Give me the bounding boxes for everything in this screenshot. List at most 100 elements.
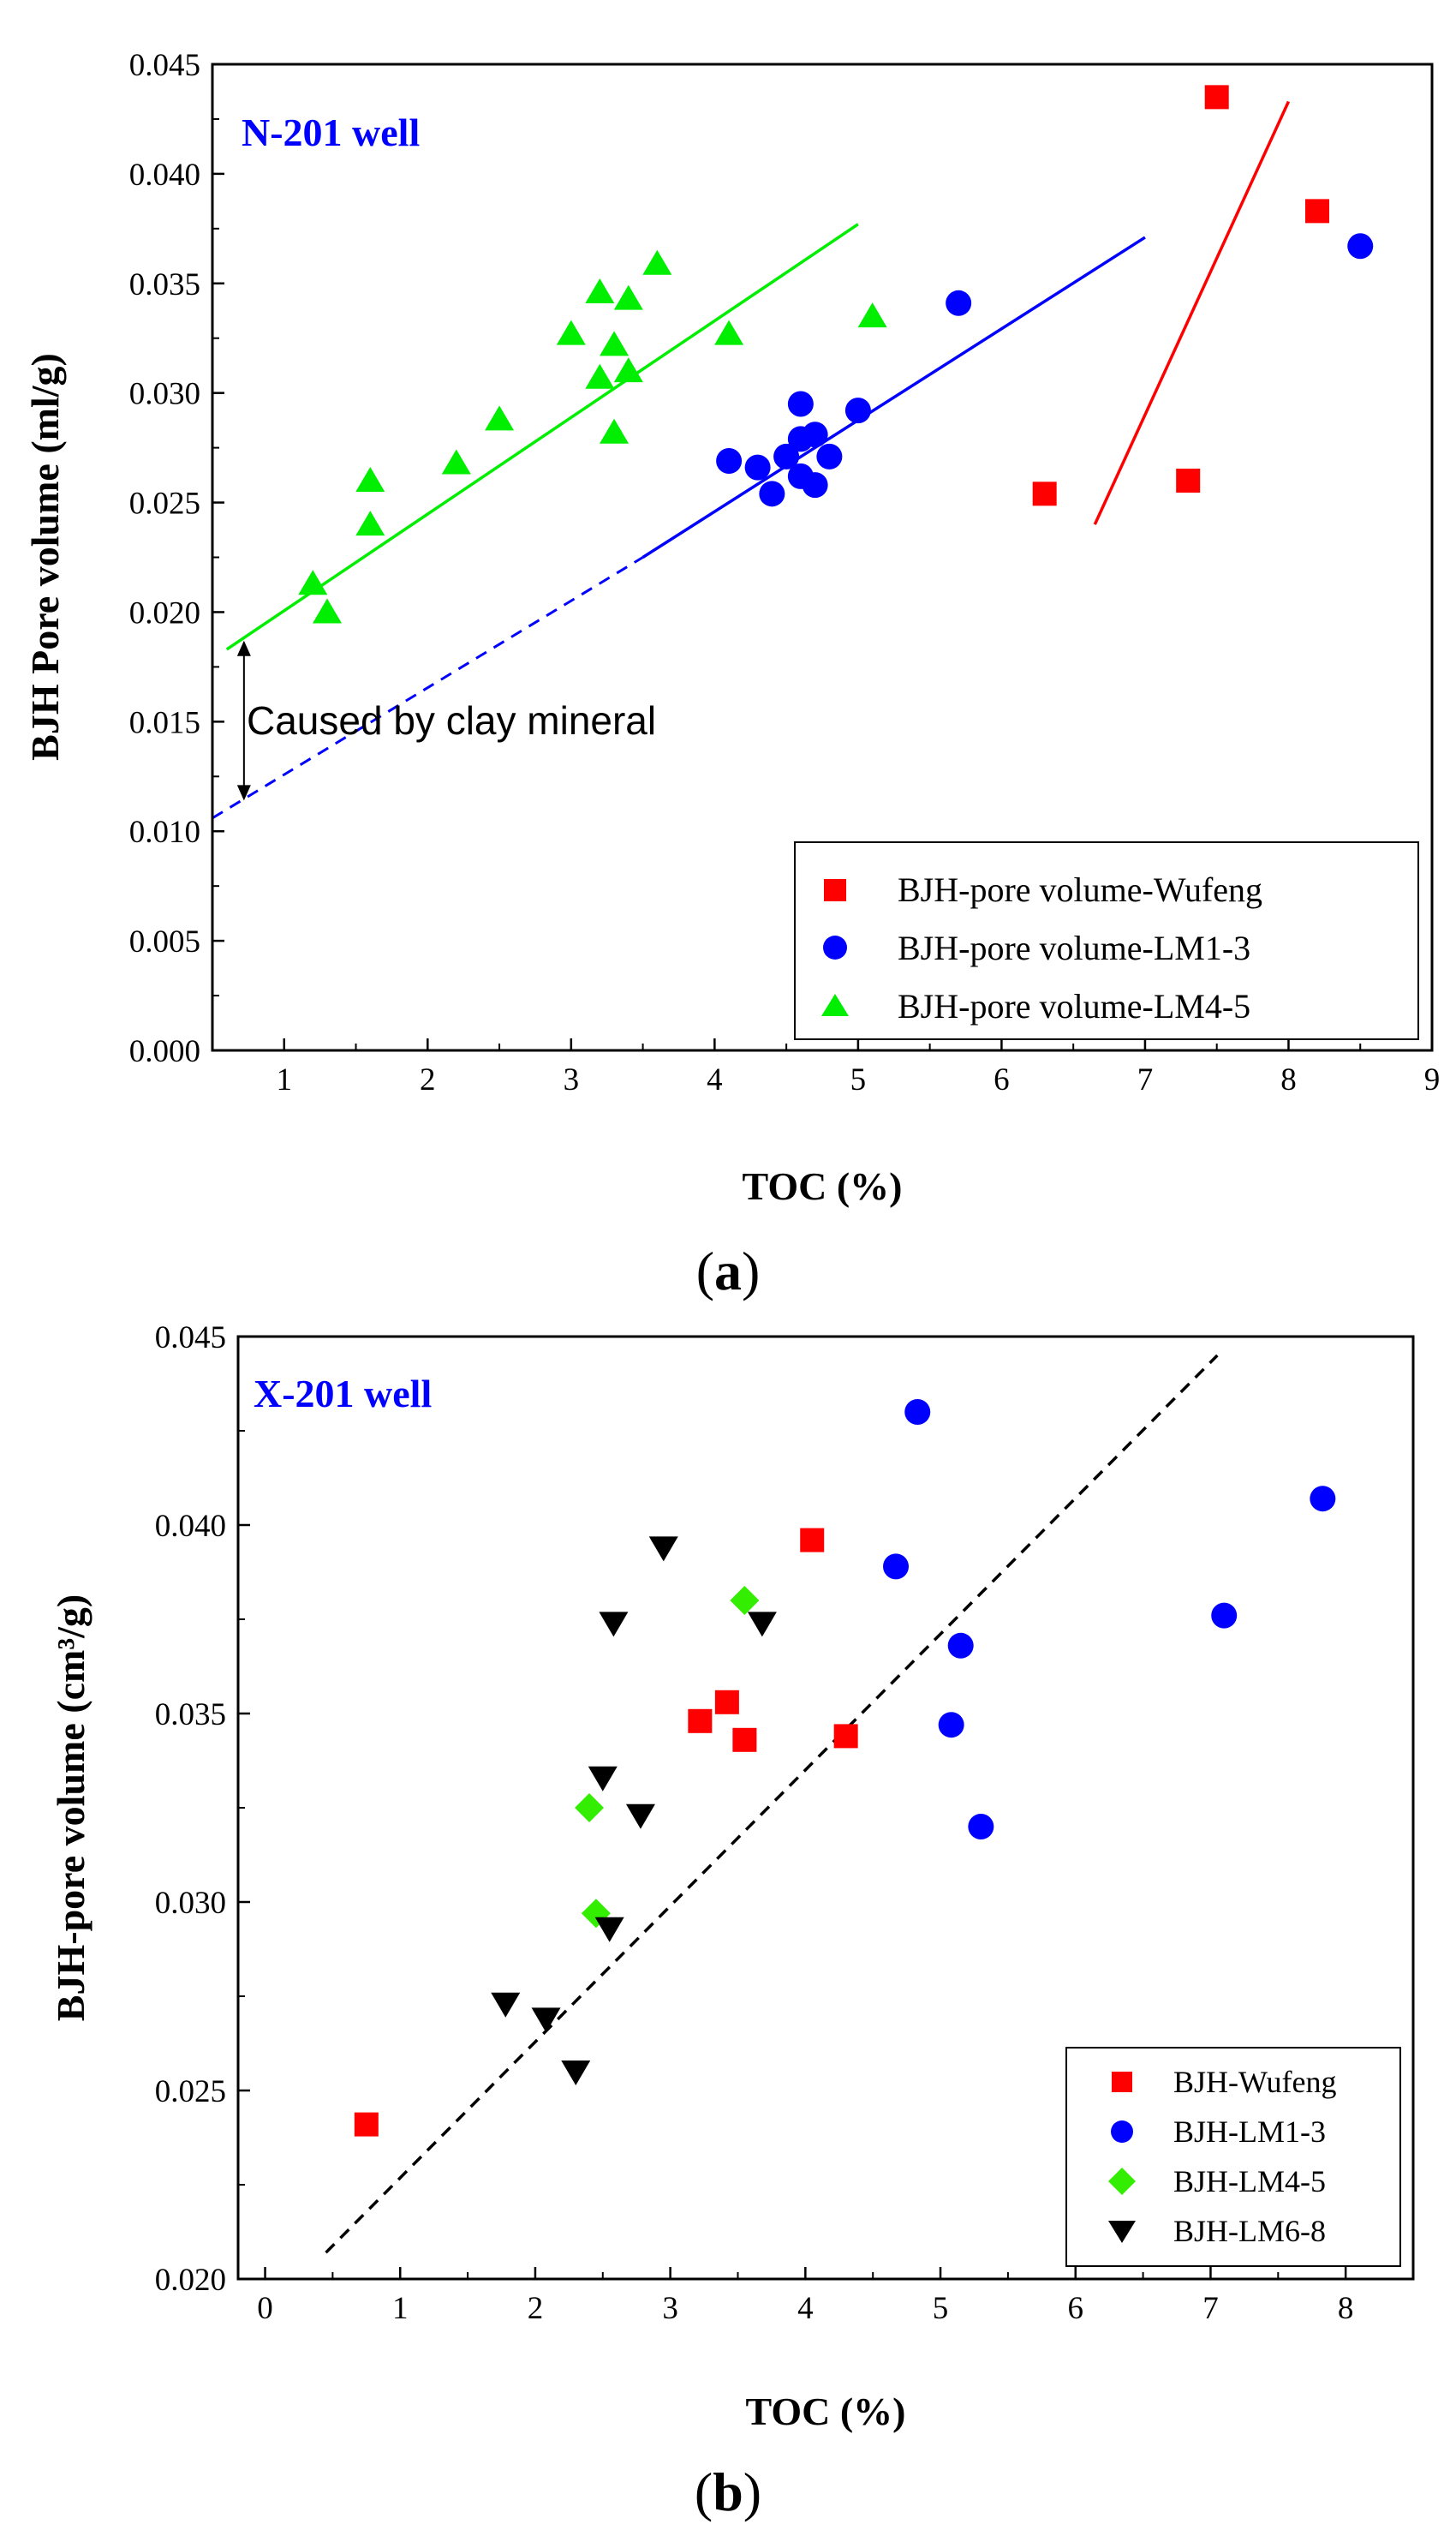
annotation-arrowhead-down <box>236 785 251 801</box>
fit-line-0 <box>1093 100 1291 525</box>
panel-a-x-axis-title: TOC (%) <box>743 1164 903 1208</box>
data-point-a-s1 <box>946 290 972 316</box>
legend-b-lm68-marker <box>1108 2221 1136 2243</box>
panel-a-legend-box <box>794 841 1419 1040</box>
legend-lm13-label: BJH-pore volume-LM1-3 <box>898 929 1250 967</box>
data-point-a-s2 <box>642 249 672 275</box>
y-tick-label: 0.010 <box>129 815 200 850</box>
data-point-a-s2 <box>355 511 385 536</box>
legend-b-wufeng-marker <box>1112 2072 1132 2092</box>
x-tick-label: 1 <box>277 1062 293 1098</box>
data-point-a-s2 <box>556 320 586 345</box>
data-point-b-s1 <box>947 1632 974 1659</box>
data-point-a-s1 <box>1347 233 1374 260</box>
panel-a-well-label: N-201 well <box>242 111 420 154</box>
data-point-a-s1 <box>802 422 828 448</box>
data-point-a-s2 <box>585 363 615 389</box>
x-tick-label: 9 <box>1424 1062 1441 1098</box>
y-tick-label: 0.000 <box>129 1034 200 1069</box>
legend-b-lm45-label: BJH-LM4-5 <box>1173 2164 1326 2198</box>
y-tick-label: 0.005 <box>129 924 200 960</box>
data-point-a-s2 <box>355 466 385 492</box>
data-point-a-s1 <box>716 447 743 474</box>
data-point-b-s3 <box>594 1917 624 1942</box>
x-tick-label: 6 <box>1067 2291 1083 2326</box>
x-tick-label: 4 <box>707 1062 723 1098</box>
data-point-b-s1 <box>938 1712 964 1738</box>
data-point-b-s3 <box>531 2007 561 2033</box>
data-point-a-s1 <box>773 443 800 470</box>
x-tick-label: 7 <box>1202 2291 1219 2326</box>
data-point-a-s2 <box>585 278 615 304</box>
y-tick-label: 0.030 <box>155 1886 226 1921</box>
x-tick-label: 1 <box>392 2291 409 2326</box>
data-point-b-s3 <box>648 1536 678 1562</box>
data-point-b-s0 <box>800 1528 825 1552</box>
panel-b-y-axis-title: BJH-pore volume (cm³/g) <box>49 1594 92 2021</box>
data-point-a-s2 <box>298 570 328 595</box>
x-tick-label: 3 <box>662 2291 678 2326</box>
data-point-a-s0 <box>1304 199 1329 224</box>
data-point-a-s2 <box>600 331 630 356</box>
fit-line-1 <box>641 236 1146 559</box>
data-point-a-s0 <box>1204 85 1229 110</box>
data-point-a-s2 <box>714 320 744 345</box>
legend-b-lm68-label: BJH-LM6-8 <box>1173 2214 1326 2248</box>
data-point-b-s1 <box>968 1814 994 1839</box>
x-tick-label: 5 <box>933 2291 949 2326</box>
data-point-b-s0 <box>688 1708 713 1733</box>
fit-line-2 <box>225 223 859 651</box>
dashed-trend-line <box>325 1354 1219 2254</box>
y-tick-label: 0.035 <box>155 1697 226 1732</box>
y-tick-label: 0.030 <box>129 377 200 412</box>
x-tick-label: 8 <box>1280 1062 1297 1098</box>
data-point-b-s1 <box>1211 1602 1238 1629</box>
x-tick-label: 2 <box>420 1062 436 1098</box>
data-point-a-s1 <box>744 454 771 481</box>
panel-b-caption: (b) <box>695 2461 761 2522</box>
panel-a-y-ticks: 0.000 0.005 0.010 0.015 0.020 0.025 0.030 0.035… <box>129 48 224 1069</box>
data-point-b-s0 <box>732 1727 757 1752</box>
data-point-a-s2 <box>613 357 643 383</box>
panel-b-trend-line <box>325 1354 1219 2254</box>
data-point-b-s0 <box>714 1690 739 1714</box>
data-point-b-s3 <box>588 1766 618 1791</box>
panel-a-x-ticks: 1 2 3 4 5 6 7 8 9 <box>277 1038 1441 1098</box>
data-point-a-s2 <box>485 405 515 431</box>
panel-b-x-ticks: 0 1 2 3 4 5 6 7 8 <box>257 2267 1353 2326</box>
y-tick-label: 0.025 <box>155 2074 226 2109</box>
x-tick-label: 4 <box>797 2291 814 2326</box>
y-tick-label: 0.035 <box>129 267 200 302</box>
data-point-b-s3 <box>561 2061 591 2085</box>
panel-b: 0 1 2 3 4 5 6 7 8 0.020 0.025 0.030 0.035 0.040 0.045… <box>49 1320 1415 2522</box>
panel-a-caption: (a) <box>696 1241 761 1301</box>
data-point-b-s1 <box>904 1399 931 1425</box>
y-tick-label: 0.025 <box>129 487 200 522</box>
data-point-a-s2 <box>613 284 643 310</box>
legend-b-lm13-label: BJH-LM1-3 <box>1173 2114 1326 2149</box>
legend-b-lm13-marker <box>1111 2120 1133 2143</box>
data-point-a-s1 <box>802 472 828 499</box>
data-point-a-s1 <box>844 398 871 424</box>
data-point-b-s3 <box>747 1612 777 1637</box>
legend-wufeng-marker <box>824 879 846 901</box>
data-point-b-s1 <box>883 1553 910 1580</box>
data-point-b-s2 <box>575 1793 605 1822</box>
legend-b-wufeng-label: BJH-Wufeng <box>1173 2065 1337 2099</box>
x-tick-label: 8 <box>1338 2291 1354 2326</box>
data-point-a-s0 <box>1176 468 1201 493</box>
data-point-b-s3 <box>625 1803 655 1829</box>
x-tick-label: 7 <box>1137 1062 1154 1098</box>
panel-b-data-points <box>354 1399 1336 2137</box>
data-point-b-s1 <box>1310 1486 1336 1512</box>
data-point-a-s0 <box>1032 481 1057 506</box>
x-tick-label: 3 <box>564 1062 580 1098</box>
y-tick-label: 0.020 <box>129 595 200 631</box>
panel-a-y-axis-title: BJH Pore volume (ml/g) <box>23 353 67 761</box>
data-point-b-s3 <box>599 1612 629 1637</box>
legend-lm45-label: BJH-pore volume-LM4-5 <box>898 987 1250 1026</box>
panel-b-x-axis-title: TOC (%) <box>746 2389 906 2433</box>
panel-b-well-label: X-201 well <box>254 1372 432 1415</box>
legend-wufeng-label: BJH-pore volume-Wufeng <box>898 870 1262 909</box>
